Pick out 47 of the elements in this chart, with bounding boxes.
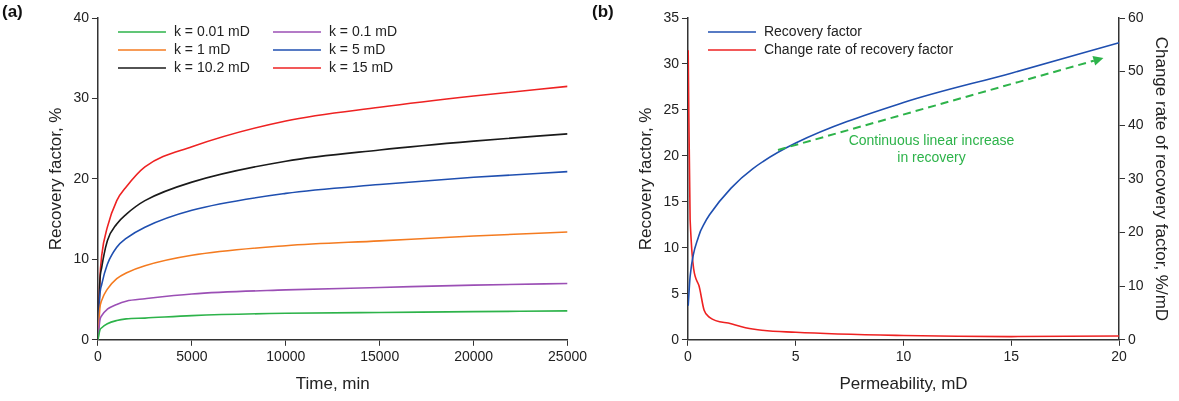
y-axis-title: Recovery factor, % [635,107,655,251]
y-tick-label: 20 [663,146,680,163]
y-tick-label: 15 [663,192,680,209]
x-tick-label: 5000 [176,348,208,365]
legend-label: k = 15 mD [328,58,394,75]
legend-label: Recovery factor [763,22,863,39]
y-tick-label: 10 [663,238,680,255]
y-tick-label: 5 [671,284,680,301]
x-tick-label: 10000 [266,348,306,365]
legend-label: k = 0.01 mD [173,22,250,39]
y2-axis-title: Change rate of recovery factor, %/mD [1152,36,1172,322]
x-tick-label: 10 [895,348,912,365]
x-axis-title: Permeability, mD [839,374,968,394]
legend-label: k = 0.1 mD [328,22,398,39]
y2-tick-label: 40 [1128,116,1144,133]
y-tick-label: 20 [73,169,90,186]
y-tick-label: 0 [81,330,90,347]
legend-label: k = 5 mD [328,40,386,57]
y-axis-title: Recovery factor, % [45,107,65,251]
x-tick-label: 25000 [548,348,588,365]
chart-title: (b) [592,2,614,22]
y2-tick-label: 10 [1128,277,1144,294]
x-tick-label: 15 [1003,348,1020,365]
legend-label: Change rate of recovery factor [763,40,954,57]
x-axis-title: Time, min [295,374,370,394]
x-tick-label: 0 [94,348,103,365]
y2-tick-label: 50 [1128,62,1144,79]
y-tick-label: 0 [671,330,680,347]
y2-tick-label: 60 [1128,8,1144,25]
y-tick-label: 25 [663,100,680,117]
y-tick-label: 30 [73,89,90,106]
y-tick-label: 10 [73,250,90,267]
y2-tick-label: 0 [1128,330,1137,347]
y-tick-label: 40 [73,8,90,25]
legend-label: k = 1 mD [173,40,231,57]
y-tick-label: 30 [663,54,680,71]
x-tick-label: 20000 [454,348,494,365]
chart-title: (a) [2,2,23,22]
x-tick-label: 15000 [360,348,400,365]
x-tick-label: 5 [791,348,800,365]
x-tick-label: 0 [684,348,693,365]
x-tick-label: 20 [1111,348,1128,365]
annotation: Continuous linear increase in recovery [848,132,1015,166]
y2-tick-label: 20 [1128,223,1144,240]
legend-label: k = 10.2 mD [173,58,250,75]
y2-tick-label: 30 [1128,169,1144,186]
y-tick-label: 35 [663,8,680,25]
